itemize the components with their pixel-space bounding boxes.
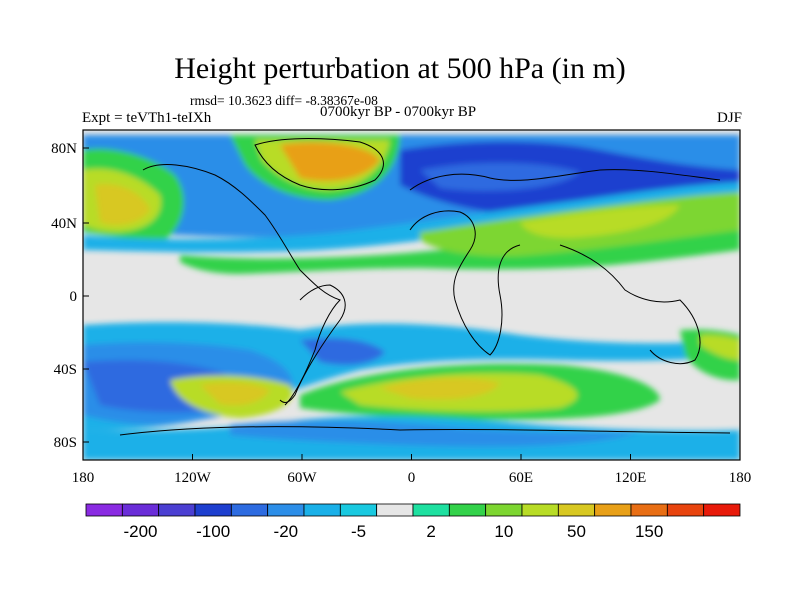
season-label: DJF [716,110,742,126]
coastlines [119,138,731,436]
experiment-label: Expt = teVTh1-teIXh [82,110,212,126]
x-tick-label: 180 [72,470,95,486]
colorbar-swatch [521,503,559,517]
colorbar-swatch [630,503,668,517]
colorbar-swatch [448,503,487,517]
colorbar-label: 150 [635,522,663,541]
colorbar-swatch [303,503,341,517]
y-tick-label: 80N [51,141,77,157]
colorbar-label: -5 [351,522,366,541]
colorbar-swatch [121,503,160,517]
x-tick-label: 120W [174,470,212,486]
x-tick-label: 60W [287,470,317,486]
x-axis: 180 120W 60W 0 60E 120E 180 [72,454,752,486]
x-tick-label: 60E [509,470,533,486]
colorbar-swatch [267,503,305,517]
period-label: 0700kyr BP - 0700kyr BP [320,104,477,120]
colorbar-swatch [412,503,450,517]
rmsd-diff-stats: rmsd= 10.3623 diff= -8.38367e-08 [190,93,378,108]
colorbar-label: -200 [123,522,157,541]
colorbar-swatch [339,503,378,517]
plot-title: Height perturbation at 500 hPa (in m) [174,52,626,85]
contour-field [83,130,740,460]
y-tick-label: 0 [70,289,78,305]
colorbar-swatch [666,503,705,517]
x-tick-label: 180 [729,470,752,486]
colorbar-swatch [158,503,196,517]
colorbar-swatch [85,503,123,517]
colorbar-swatch [485,503,523,517]
y-tick-label: 40N [51,216,77,232]
colorbar-label: 2 [426,522,435,541]
y-axis: 80N 40N 0 40S 80S [51,141,89,451]
colorbar-swatch [594,503,632,517]
colorbar-swatch [557,503,596,517]
y-tick-label: 80S [54,435,77,451]
colorbar-swatch [194,503,232,517]
colorbar-label: -20 [274,522,299,541]
colorbar-label: 10 [494,522,513,541]
y-tick-label: 40S [54,362,77,378]
colorbar-swatch [376,503,414,517]
x-tick-label: 120E [615,470,647,486]
colorbar-swatch [703,503,741,517]
x-tick-label: 0 [408,470,416,486]
colorbar-swatch [230,503,269,517]
colorbar-label: -100 [196,522,230,541]
colorbar-label: 50 [567,522,586,541]
